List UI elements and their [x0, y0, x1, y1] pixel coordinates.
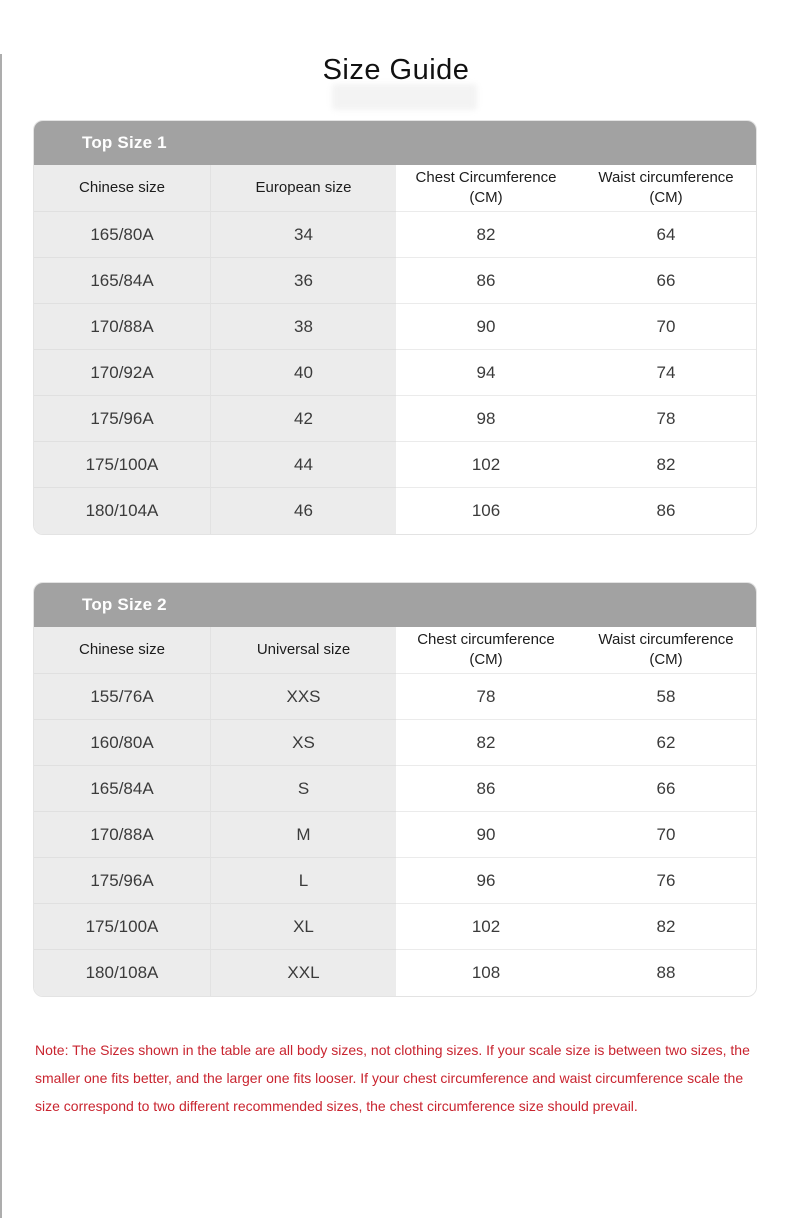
- table-cell: 102: [396, 904, 576, 950]
- table-cell: 58: [576, 674, 756, 720]
- size-table-top-size-1: Top Size 1 Chinese size European size Ches…: [33, 120, 757, 535]
- table-grid: Chinese size Universal size Chest circumfe…: [34, 627, 756, 996]
- table-cell: 106: [396, 488, 576, 534]
- table-cell: XXS: [211, 674, 396, 720]
- table-cell: 78: [396, 674, 576, 720]
- table-cell: 175/96A: [34, 396, 211, 442]
- table-cell: 155/76A: [34, 674, 211, 720]
- column-header: Chest Circumference (CM): [396, 165, 576, 212]
- table-cell: 64: [576, 212, 756, 258]
- column-header: Waist circumference (CM): [576, 165, 756, 212]
- column-header: Chest circumference (CM): [396, 627, 576, 674]
- table-cell: 180/108A: [34, 950, 211, 996]
- table-cell: 102: [396, 442, 576, 488]
- table-cell: 62: [576, 720, 756, 766]
- table-cell: 36: [211, 258, 396, 304]
- table-cell: 66: [576, 766, 756, 812]
- table-titlebar: Top Size 2: [34, 583, 756, 627]
- table-cell: 86: [576, 488, 756, 534]
- table-cell: 40: [211, 350, 396, 396]
- table-cell: 88: [576, 950, 756, 996]
- column-header: Universal size: [211, 627, 396, 674]
- table-cell: 175/96A: [34, 858, 211, 904]
- table-cell: 94: [396, 350, 576, 396]
- size-note: Note: The Sizes shown in the table are a…: [35, 1042, 750, 1114]
- table-cell: 170/88A: [34, 304, 211, 350]
- table-cell: 165/84A: [34, 258, 211, 304]
- table-cell: 82: [576, 904, 756, 950]
- table-cell: 70: [576, 812, 756, 858]
- table-cell: 165/80A: [34, 212, 211, 258]
- table-cell: 170/92A: [34, 350, 211, 396]
- table-cell: 86: [396, 766, 576, 812]
- table-cell: 82: [576, 442, 756, 488]
- table-cell: 82: [396, 720, 576, 766]
- table-cell: 38: [211, 304, 396, 350]
- size-table-top-size-2: Top Size 2 Chinese size Universal size Che…: [33, 582, 757, 997]
- table-grid: Chinese size European size Chest Circumfer…: [34, 165, 756, 534]
- table-cell: M: [211, 812, 396, 858]
- table-cell: 70: [576, 304, 756, 350]
- column-header: Waist circumference (CM): [576, 627, 756, 674]
- table-cell: 96: [396, 858, 576, 904]
- table-cell: 98: [396, 396, 576, 442]
- table-cell: XXL: [211, 950, 396, 996]
- column-header: European size: [211, 165, 396, 212]
- table-cell: 175/100A: [34, 904, 211, 950]
- table-cell: 82: [396, 212, 576, 258]
- table-titlebar: Top Size 1: [34, 121, 756, 165]
- table-cell: 165/84A: [34, 766, 211, 812]
- table-cell: 66: [576, 258, 756, 304]
- table-cell: 90: [396, 812, 576, 858]
- table-cell: L: [211, 858, 396, 904]
- table-cell: 34: [211, 212, 396, 258]
- table-cell: XL: [211, 904, 396, 950]
- column-header: Chinese size: [34, 165, 211, 212]
- table-cell: 76: [576, 858, 756, 904]
- table-cell: 86: [396, 258, 576, 304]
- watermark: [332, 84, 477, 110]
- table-cell: 78: [576, 396, 756, 442]
- table-cell: 42: [211, 396, 396, 442]
- table-cell: 44: [211, 442, 396, 488]
- table-cell: S: [211, 766, 396, 812]
- table-cell: 175/100A: [34, 442, 211, 488]
- table-cell: XS: [211, 720, 396, 766]
- page-title: Size Guide: [322, 54, 470, 86]
- table-cell: 180/104A: [34, 488, 211, 534]
- size-guide-page: { "page": { "title": "Size Guide" }, "co…: [0, 54, 790, 1218]
- table-cell: 108: [396, 950, 576, 996]
- table-cell: 74: [576, 350, 756, 396]
- table-cell: 160/80A: [34, 720, 211, 766]
- column-header: Chinese size: [34, 627, 211, 674]
- table-cell: 46: [211, 488, 396, 534]
- table-cell: 90: [396, 304, 576, 350]
- table-cell: 170/88A: [34, 812, 211, 858]
